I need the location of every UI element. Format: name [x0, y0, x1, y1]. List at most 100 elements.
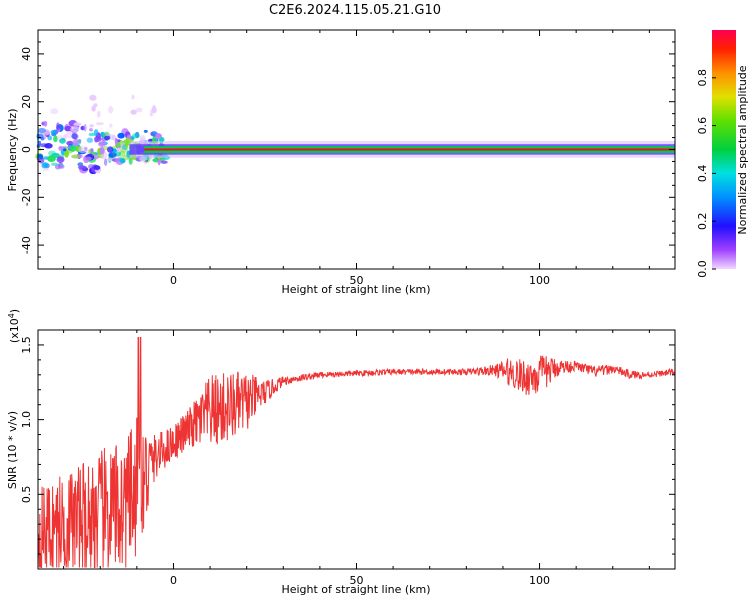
colorbar: 0.0 0.2 0.4 0.6 0.8 Normalized spectral ampl… — [696, 30, 749, 278]
spectrogram-blob — [107, 146, 114, 153]
spectrogram-x-ticks: 0 50 100 — [63, 30, 650, 287]
spectrogram-blob — [128, 157, 133, 165]
spectrogram-blob — [78, 165, 87, 170]
snr-panel: 0 50 100 0.5 1.0 1.5 Height of straight line… — [6, 309, 676, 596]
spectrogram-blob — [37, 153, 43, 159]
spectrogram-blob — [160, 160, 168, 164]
spectrogram-x-tick-label: 50 — [350, 274, 364, 287]
spectrogram-blob — [97, 110, 101, 118]
spectrogram-blob — [108, 106, 114, 114]
spectrogram-blob — [56, 122, 60, 131]
spectrogram-x-tick-label: 100 — [529, 274, 550, 287]
spectrogram-blob — [89, 94, 97, 101]
spectrogram-blob — [109, 123, 113, 128]
spectrogram-blob — [131, 133, 140, 139]
spectrogram-blob — [71, 154, 81, 159]
snr-y-axis-label: SNR (10 * v/v) — [6, 411, 19, 489]
spectrogram-blob — [108, 152, 117, 158]
spectrogram-blob — [117, 132, 125, 139]
spectrogram-x-axis-label: Height of straight line (km) — [281, 283, 430, 296]
spectrogram-blob — [130, 109, 137, 115]
chart-title: C2E6.2024.115.05.21.G10 — [269, 3, 441, 18]
spectrogram-blob — [89, 124, 94, 128]
colorbar-label: Normalized spectral amplitude — [736, 65, 749, 234]
spectrogram-blob — [94, 139, 98, 143]
spectrogram-blob — [91, 105, 96, 112]
spectrogram-blob — [65, 130, 74, 139]
spectrogram-blob — [72, 139, 80, 147]
spectrogram-blob — [78, 146, 87, 154]
colorbar-tick-label: 0.0 — [696, 260, 709, 278]
spectrogram-blob — [53, 135, 58, 143]
spectrogram-blob — [95, 122, 104, 126]
spectrogram-blob — [73, 122, 82, 126]
spectrogram-blob — [152, 104, 157, 113]
snr-x-ticks: 0 50 100 — [63, 330, 650, 587]
spectrogram-blob — [59, 165, 65, 169]
spectrogram-blob — [157, 157, 161, 166]
spectrogram-blob — [91, 151, 96, 156]
spectrogram-blob — [98, 141, 106, 147]
spectrogram-blob — [83, 124, 87, 132]
spectrogram-y-tick-label: 0 — [20, 146, 33, 153]
spectrogram-blob — [70, 145, 77, 152]
spectrogram-blob — [39, 143, 49, 148]
spectrogram-blob — [131, 94, 135, 100]
spectrogram-blob — [93, 165, 101, 171]
spectrogram-blob — [99, 147, 105, 155]
spectrogram-blob — [119, 157, 124, 164]
colorbar-tick-label: 0.2 — [696, 212, 709, 230]
spectrogram-x-tick-label: 0 — [170, 274, 177, 287]
spectrogram-blob — [47, 155, 56, 163]
spectrogram-blob — [88, 164, 95, 170]
spectrogram-blob — [125, 140, 129, 148]
spectrogram-blob — [135, 107, 143, 113]
snr-y-tick-label: 1.5 — [20, 336, 33, 354]
spectrogram-blob — [70, 126, 80, 133]
spectrogram-blob — [51, 162, 59, 166]
spectrogram-blob — [114, 137, 118, 146]
colorbar-tick-label: 0.6 — [696, 117, 709, 135]
spectrogram-blob — [117, 147, 122, 153]
spectrogram-blob — [41, 162, 48, 169]
snr-series-line — [37, 337, 676, 568]
spectrogram-blob — [89, 128, 93, 132]
spectrogram-y-tick-label: -20 — [20, 188, 33, 206]
spectrogram-panel: 0 50 100 -40 -20 0 20 40 Height of straight li… — [6, 29, 676, 296]
spectrogram-blob — [50, 108, 59, 115]
spectrogram-y-tick-label: 20 — [20, 95, 33, 109]
snr-x-axis-label: Height of straight line (km) — [281, 583, 430, 596]
spectrogram-y-tick-label: -40 — [20, 236, 33, 254]
spectrogram-blob — [154, 133, 162, 140]
colorbar-tick-label: 0.8 — [696, 69, 709, 87]
spectrogram-blob — [43, 120, 48, 127]
spectrogram-blob — [139, 156, 148, 162]
spectrogram-y-ticks: -40 -20 0 20 40 — [20, 41, 675, 258]
spectrogram-y-tick-label: 40 — [20, 47, 33, 61]
spectrogram-blob — [71, 133, 78, 140]
spectrogram-blob — [59, 138, 66, 144]
spectrogram-marks — [35, 94, 675, 175]
spectrogram-blob — [84, 156, 92, 161]
spectrogram-blob — [86, 137, 94, 143]
colorbar-ticks: 0.0 0.2 0.4 0.6 0.8 — [696, 69, 716, 278]
snr-x-tick-label: 50 — [350, 574, 364, 587]
spectrogram-blob — [104, 135, 111, 141]
spectrogram-blob — [37, 140, 42, 146]
snr-x-tick-label: 100 — [529, 574, 550, 587]
snr-y-ticks: 0.5 1.0 1.5 — [20, 336, 675, 555]
spectrogram-blob — [88, 132, 96, 137]
colorbar-gradient — [712, 30, 736, 269]
spectrogram-blob — [103, 145, 109, 151]
spectrogram-blob — [93, 103, 98, 108]
spectrogram-blob — [50, 130, 58, 134]
spectrogram-blob — [42, 167, 49, 172]
colorbar-tick-label: 0.4 — [696, 165, 709, 183]
snr-y-tick-label: 0.5 — [20, 486, 33, 504]
snr-x-tick-label: 0 — [170, 574, 177, 587]
spectrogram-blob — [37, 127, 46, 134]
snr-y-tick-label: 1.0 — [20, 411, 33, 429]
spectrogram-blob — [64, 125, 72, 132]
spectrogram-y-axis-label: Frequency (Hz) — [6, 109, 19, 192]
